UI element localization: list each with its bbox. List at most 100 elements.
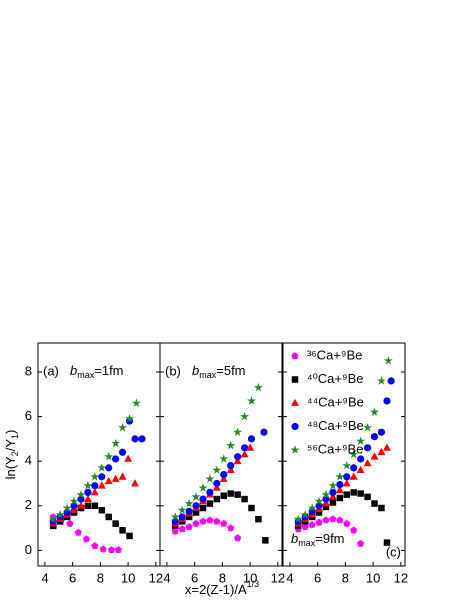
bmax-annotation: bmax=5fm [192,363,246,380]
data-point [356,436,366,445]
data-point [118,448,127,456]
data-point [254,382,263,392]
panel-label: (a) [43,363,59,378]
data-point [248,504,255,512]
bmax-symbol: b [70,363,77,378]
data-point [220,492,228,499]
data-point [308,521,316,528]
legend-label: ⁴⁰Ca+⁹Be [307,371,363,386]
data-point [98,473,106,481]
data-point [383,397,391,405]
data-point [83,481,93,490]
data-point [76,490,86,499]
data-point [171,517,179,526]
data-point [212,465,222,474]
data-point [77,495,85,503]
y-tick-label: 4 [25,453,32,468]
data-point [227,490,234,497]
data-point [377,376,386,385]
data-point [124,454,133,462]
data-point [314,496,324,506]
data-point [234,534,242,542]
y-tick-label: 0 [25,542,32,557]
data-point [241,495,248,503]
x-axis-label-sup: 1/3 [247,579,260,589]
data-point [213,495,221,503]
x-tick-label: 8 [342,570,349,585]
y-tick-label: 2 [25,497,32,512]
x-tick-label: 4 [286,570,293,585]
data-point [104,476,113,485]
data-point [177,505,187,514]
y-axis-label: ln(Y2/Y1) [3,430,20,480]
x-tick-label: 4 [41,570,48,585]
x-axis-label-text: x=2(Z-1)/A [185,582,247,597]
data-point [342,461,352,470]
panel-label: (b) [165,363,181,378]
data-point [220,519,228,527]
data-point [383,443,391,451]
data-point [213,479,221,488]
data-point [199,495,207,503]
data-point [126,532,133,540]
data-point [336,516,344,524]
y-tick-label: 6 [25,408,32,423]
data-point [370,407,379,416]
data-point [322,516,330,524]
data-point [131,479,139,487]
data-point [328,481,338,490]
data-point [240,450,249,458]
data-point [138,435,146,443]
bmax-subscript: max [77,370,95,380]
legend-marker [291,376,299,383]
data-point [132,398,141,407]
data-point [98,507,106,514]
legend-marker [291,398,299,406]
data-point [219,474,228,482]
data-point [114,546,122,553]
y-axis-label-part: 1 [10,434,20,439]
bmax-symbol: b [291,531,298,546]
data-point [97,481,106,489]
data-point [336,481,344,489]
data-point [247,396,256,405]
data-point [378,504,385,512]
data-point [220,470,228,479]
legend-label: ⁵⁶Ca+⁹Be [307,441,363,456]
data-point [357,455,365,463]
data-point [91,542,99,549]
data-point [84,488,92,497]
data-point [293,514,303,523]
data-point [364,493,371,501]
data-point [363,459,372,467]
bmax-subscript: max [298,538,316,548]
data-point [105,464,113,472]
data-point [219,454,229,463]
data-point [247,435,256,443]
data-point [343,473,351,481]
data-point [91,482,99,490]
data-point [383,539,391,546]
data-point [387,377,395,385]
data-point [119,527,126,534]
data-point [104,452,114,461]
x-tick-label: 6 [314,570,321,585]
data-point [350,526,358,534]
data-point [212,483,221,491]
y-axis-label-part: ln(Y [3,456,18,479]
x-tick-label: 8 [219,570,226,585]
data-point [307,503,317,512]
data-point [336,494,344,502]
data-point [321,490,331,499]
data-point [370,433,379,441]
data-point [357,490,364,497]
data-point [112,455,120,463]
x-axis-label: x=2(Z-1)/A1/3 [185,579,259,597]
data-point [240,444,249,452]
data-point [62,503,72,512]
data-point [350,464,358,472]
data-point [192,509,200,516]
data-point [233,427,243,436]
data-point [170,512,180,521]
x-tick-label: 6 [69,570,76,585]
